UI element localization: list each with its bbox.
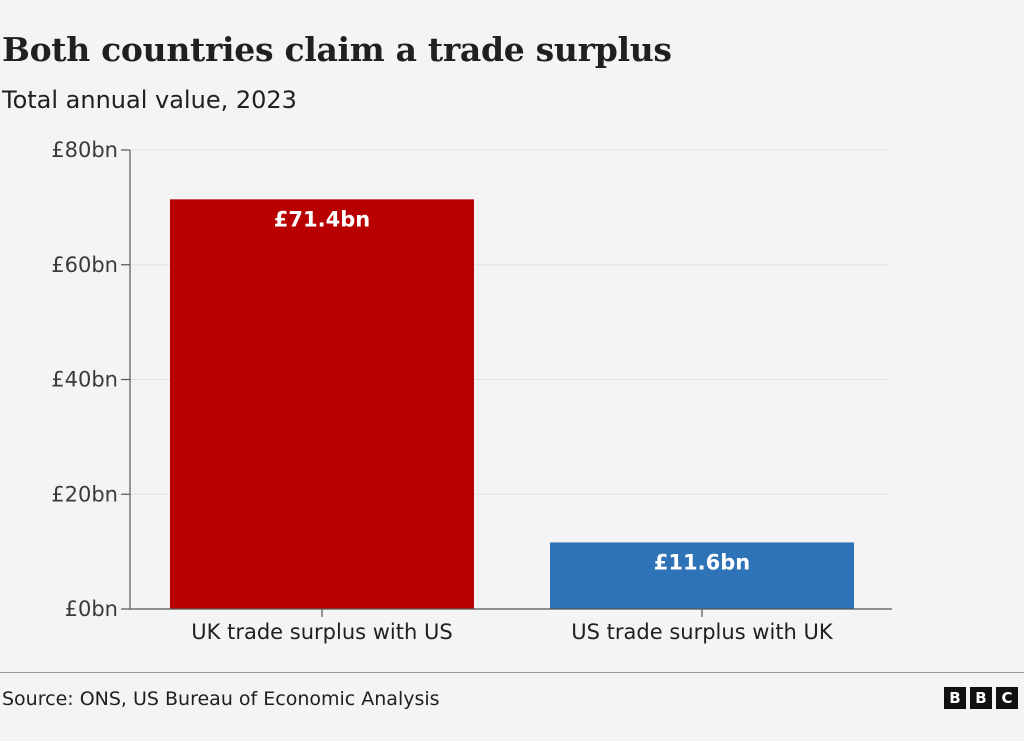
bbc-logo: B B C bbox=[944, 687, 1018, 709]
footer-divider bbox=[0, 672, 1024, 673]
x-category-label: US trade surplus with UK bbox=[571, 620, 834, 644]
bar bbox=[170, 199, 474, 609]
bar bbox=[550, 542, 854, 609]
bbc-logo-letter-2: B bbox=[970, 687, 992, 709]
chart-title: Both countries claim a trade surplus bbox=[2, 30, 672, 69]
y-tick-label: £0bn bbox=[65, 597, 118, 621]
y-tick-label: £40bn bbox=[51, 368, 118, 392]
x-category-label: UK trade surplus with US bbox=[191, 620, 452, 644]
bar-chart: £0bn £20bn £40bn £60bn £80bn £71.4bn UK trade … bbox=[51, 138, 892, 644]
source-note: Source: ONS, US Bureau of Economic Analy… bbox=[2, 688, 440, 710]
bar-value-label: £71.4bn bbox=[274, 207, 370, 231]
bbc-logo-letter-1: B bbox=[944, 687, 966, 709]
y-tick-label: £60bn bbox=[51, 253, 118, 277]
bbc-logo-letter-3: C bbox=[996, 687, 1018, 709]
y-tick-label: £80bn bbox=[51, 138, 118, 162]
chart-subtitle: Total annual value, 2023 bbox=[2, 86, 297, 114]
bar-value-label: £11.6bn bbox=[654, 550, 750, 574]
y-tick-label: £20bn bbox=[51, 482, 118, 506]
